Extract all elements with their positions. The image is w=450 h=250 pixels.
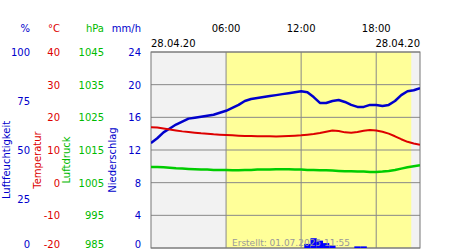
axis-title: Luftfeuchtigkeit [1, 121, 12, 199]
y-tick-label: 1035 [79, 80, 104, 91]
y-tick-label: -20 [44, 239, 60, 250]
y-tick-label: 50 [17, 145, 30, 156]
precip-bar [404, 248, 410, 249]
precip-bar [411, 248, 417, 249]
grid-line [151, 150, 420, 151]
grid-line [151, 84, 420, 85]
precip-bar [151, 248, 154, 249]
data-group [151, 88, 420, 248]
x-tick-label: 06:00 [212, 23, 241, 34]
precip-bar [386, 248, 392, 249]
y-tick-label: 1025 [79, 112, 104, 123]
start-date: 28.04.20 [151, 38, 196, 49]
precip-bar [223, 248, 229, 249]
y-tick-label: 10 [47, 145, 60, 156]
y-tick-label: 40 [47, 47, 60, 58]
axis-unit: °C [48, 23, 60, 34]
y-tick-label: 100 [11, 47, 30, 58]
y-tick-label: -10 [44, 210, 60, 221]
precip-bar [373, 248, 379, 249]
y-tick-label: 1005 [79, 178, 104, 189]
y-tick-label: 30 [47, 80, 60, 91]
grid-line [151, 182, 420, 183]
y-tick-label: 1015 [79, 145, 104, 156]
plot-frame [151, 52, 420, 248]
y-tick-label: 20 [47, 112, 60, 123]
axis-title: Luftdruck [61, 136, 72, 183]
x-tick-label: 18:00 [362, 23, 391, 34]
precip-bar [185, 248, 191, 249]
series-line [151, 88, 420, 143]
precip-bar [160, 248, 166, 249]
axis-unit: hPa [86, 23, 104, 34]
precip-bar [379, 248, 385, 249]
y-tick-label: 0 [135, 239, 141, 250]
y-tick-label: 16 [128, 112, 141, 123]
y-tick-label: 8 [135, 178, 141, 189]
precip-bar [167, 248, 173, 249]
y-tick-label: 995 [85, 210, 104, 221]
y-tick-label: 985 [85, 239, 104, 250]
grid-line [151, 215, 420, 216]
precip-bar [417, 248, 420, 249]
x-tick-label: 12:00 [287, 23, 316, 34]
precip-bar [154, 248, 160, 249]
grid-line [376, 52, 377, 248]
grid-line [301, 52, 302, 248]
precip-bar [173, 248, 179, 249]
precip-bar [210, 248, 216, 249]
axis-unit: mm/h [112, 23, 141, 34]
y-tick-label: 25 [17, 194, 30, 205]
chart: 06:00 12:00 18:00 28.04.20 28.04.20% 0 25 50 75 1… [0, 0, 450, 250]
axis-unit: % [20, 23, 30, 34]
precip-bar [361, 246, 367, 248]
y-tick-label: 24 [128, 47, 141, 58]
precip-bar [354, 246, 360, 248]
y-tick-label: 4 [135, 210, 141, 221]
precip-bar [204, 248, 210, 249]
axis-title: Temperatur [32, 130, 43, 189]
precip-bar [217, 248, 223, 249]
axis-title: Niederschlag [107, 127, 118, 192]
precip-bar [367, 248, 373, 249]
y-tick-label: 75 [17, 96, 30, 107]
series-line [151, 127, 420, 145]
plot-background [151, 52, 420, 248]
end-date: 28.04.20 [375, 38, 420, 49]
series-line [151, 165, 420, 172]
precip-bar [198, 248, 204, 249]
y-tick-label: 1045 [79, 47, 104, 58]
precip-bar [192, 248, 198, 249]
grid-line [226, 52, 227, 248]
y-tick-label: 0 [54, 178, 60, 189]
precip-bar [392, 248, 398, 249]
footer: Erstellt: 01.07.2025 11:55 [232, 238, 350, 248]
precip-bar [398, 248, 404, 249]
y-tick-label: 12 [128, 145, 141, 156]
precip-bar [179, 248, 185, 249]
y-tick-label: 0 [24, 239, 30, 250]
y-tick-label: 20 [128, 80, 141, 91]
